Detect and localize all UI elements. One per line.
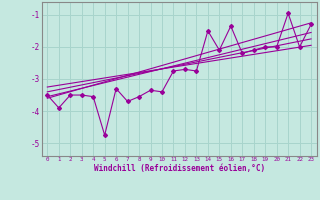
X-axis label: Windchill (Refroidissement éolien,°C): Windchill (Refroidissement éolien,°C)	[94, 164, 265, 173]
